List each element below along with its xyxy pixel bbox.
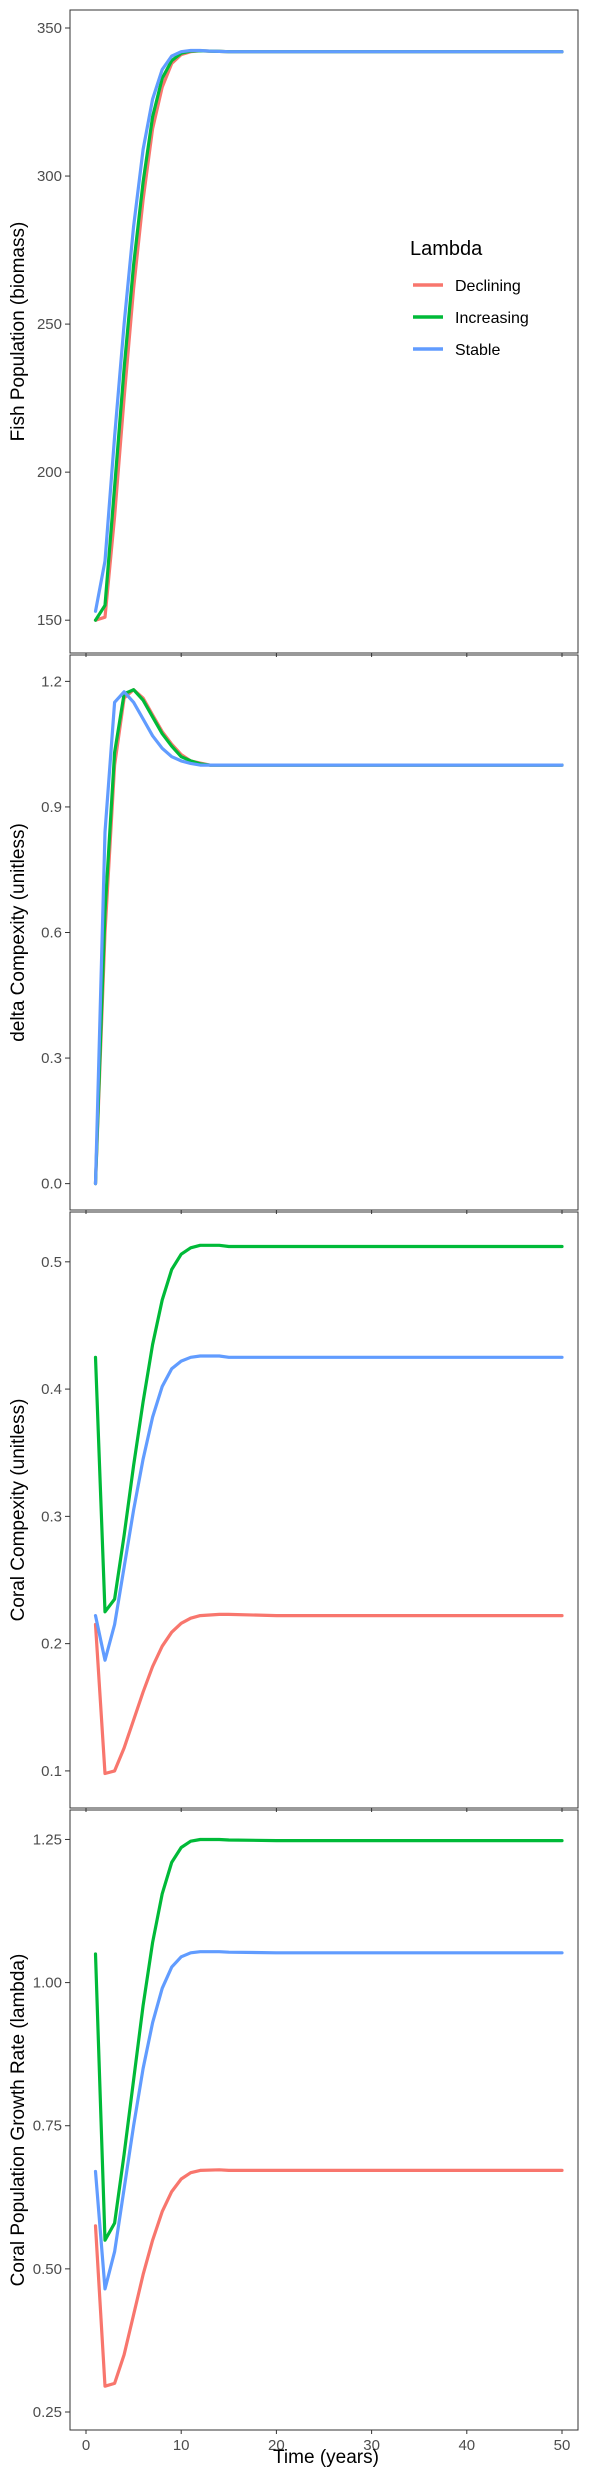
panel-border [69, 9, 579, 654]
y-tick-label: 150 [37, 612, 62, 629]
series-line-increasing [93, 1243, 564, 1614]
y-tick-label: 0.1 [41, 1763, 62, 1780]
y-axis-title: Coral Population Growth Rate (lambda) [8, 1954, 29, 2287]
x-axis-title: Time (years) [273, 2447, 379, 2468]
x-tick-label: 10 [173, 2437, 190, 2454]
y-tick-label: 0.25 [33, 2404, 62, 2421]
panel-border [69, 1211, 579, 1809]
legend-label-stable: Stable [455, 342, 500, 359]
series-line-declining [93, 1612, 564, 1776]
legend-title: Lambda [410, 238, 483, 260]
y-tick-label: 0.75 [33, 2118, 62, 2135]
x-tick-label: 20 [268, 2437, 285, 2454]
y-axis-title: Coral Compexity (unitless) [8, 1399, 29, 1622]
y-tick-label: 300 [37, 168, 62, 185]
panel-2: 0.0 0.3 0.6 0.9 1.2 delta Compexity (unitless… [8, 654, 579, 1214]
x-tick-label: 40 [458, 2437, 475, 2454]
series-line-increasing [93, 1837, 564, 2242]
y-tick-label: 0.3 [41, 1050, 62, 1067]
series-line-stable [93, 48, 564, 613]
y-tick-label: 250 [37, 316, 62, 333]
y-tick-label: 0.0 [41, 1176, 62, 1193]
y-tick-label: 0.2 [41, 1636, 62, 1653]
legend-label-declining: Declining [455, 278, 521, 295]
y-tick-label: 0.6 [41, 925, 62, 942]
y-tick-label: 200 [37, 464, 62, 481]
y-axis-title: Fish Population (biomass) [8, 222, 29, 442]
y-tick-label: 1.00 [33, 1975, 62, 1992]
y-tick-label: 0.3 [41, 1508, 62, 1525]
series-line-stable [93, 1950, 564, 2291]
panel-1: 150 200 250 300 350 Fish Population (biomass) [8, 9, 579, 657]
x-tick-label: 0 [82, 2437, 90, 2454]
panel-3: 0.1 0.2 0.3 0.4 0.5 Coral Compexity (unitless… [8, 1211, 579, 1812]
y-tick-label: 0.4 [41, 1381, 62, 1398]
y-tick-label: 0.5 [41, 1254, 62, 1271]
y-tick-label: 0.50 [33, 2261, 62, 2278]
y-axis-title: delta Compexity (unitless) [8, 823, 29, 1042]
x-tick-label: 50 [554, 2437, 571, 2454]
legend: Lambda Declining Increasing Stable [410, 238, 529, 359]
legend-label-increasing: Increasing [455, 310, 529, 327]
series-line-stable [93, 690, 564, 1186]
y-tick-label: 0.9 [41, 799, 62, 816]
y-tick-label: 1.2 [41, 673, 62, 690]
y-tick-label: 350 [37, 20, 62, 37]
panel-4: 0.25 0.50 0.75 1.00 1.25 Coral Population Gro… [8, 1809, 579, 2454]
series-line-declining [93, 2168, 564, 2388]
panel-border [69, 1809, 579, 2431]
y-tick-label: 1.25 [33, 1831, 62, 1848]
series-line-stable [93, 1354, 564, 1662]
x-tick-label: 30 [363, 2437, 380, 2454]
